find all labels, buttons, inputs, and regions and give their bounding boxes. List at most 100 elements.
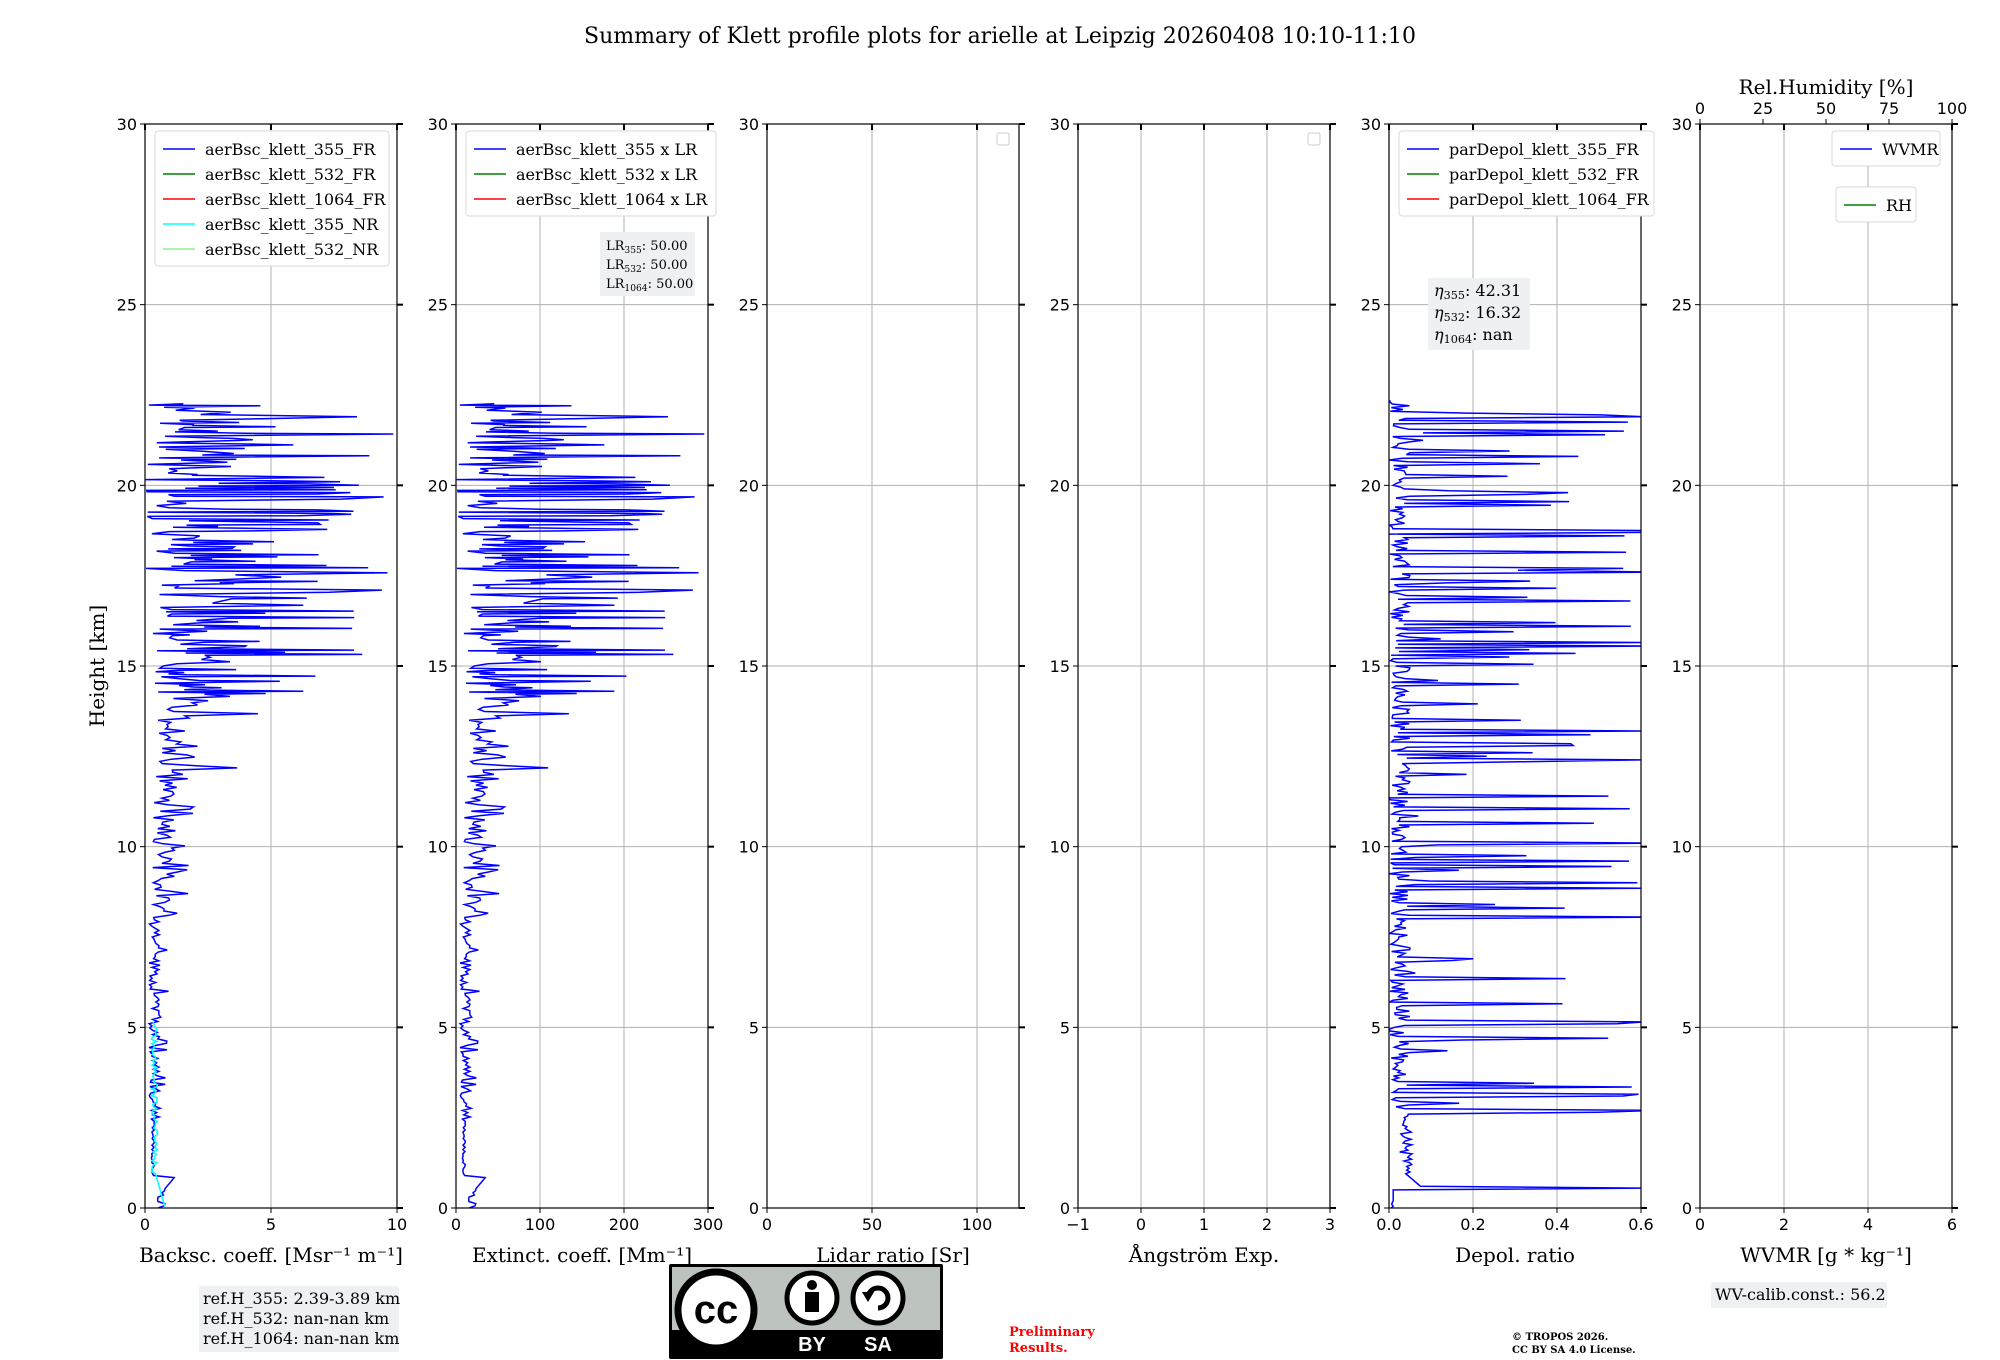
y-tick-label: 25 — [117, 296, 137, 315]
top-x-tick-label: 0 — [1695, 99, 1705, 118]
x-axis-label: Ångström Exp. — [1128, 1242, 1279, 1267]
x-tick-label: 0 — [140, 1215, 150, 1234]
annotation-line: LR355: 50.00 — [606, 239, 688, 256]
y-tick-label: 10 — [117, 838, 137, 857]
y-tick-label: 20 — [1672, 476, 1692, 495]
legend-entry: aerBsc_klett_532_NR — [205, 240, 379, 259]
x-tick-label: 0 — [451, 1215, 461, 1234]
legend-entry: aerBsc_klett_532_FR — [205, 165, 376, 184]
x-axis-label: Backsc. coeff. [Msr⁻¹ m⁻¹] — [139, 1243, 403, 1267]
y-tick-label: 30 — [739, 115, 759, 134]
y-tick-label: 0 — [749, 1199, 759, 1218]
y-tick-label: 10 — [1361, 838, 1381, 857]
top-x-tick-label: 100 — [1937, 99, 1968, 118]
note-line: WV-calib.const.: 56.2 — [1715, 1285, 1886, 1304]
y-tick-label: 25 — [428, 296, 448, 315]
series-aerBsc_klett_355 x LR — [456, 402, 705, 1208]
x-tick-label: 50 — [862, 1215, 882, 1234]
preliminary-line-2: Results. — [1009, 1341, 1068, 1356]
annotation-line: η355: 42.31 — [1434, 281, 1521, 302]
license-badge: cc BY SA — [669, 1264, 943, 1359]
legend-wvmr: WVMR — [1831, 130, 1941, 167]
y-tick-label: 15 — [739, 657, 759, 676]
y-tick-label: 0 — [438, 1199, 448, 1218]
y-tick-label: 25 — [739, 296, 759, 315]
note-line: ref.H_1064: nan-nan km — [203, 1329, 399, 1348]
x-axis-label: Extinct. coeff. [Mm⁻¹] — [472, 1243, 692, 1267]
panel-extinction: 0 100 200 300 0 5 10 15 20 25 30 Extinct. coeff. [M… — [428, 115, 724, 1267]
legend-entry: aerBsc_klett_355 x LR — [516, 140, 698, 159]
y-tick-label: 15 — [1050, 657, 1070, 676]
x-tick-label: 0.0 — [1376, 1215, 1401, 1234]
series-aerBsc_klett_355_NR — [149, 1021, 166, 1207]
x-tick-label: 200 — [609, 1215, 640, 1234]
x-tick-label: 2 — [1779, 1215, 1789, 1234]
y-tick-label: 5 — [1682, 1018, 1692, 1037]
copyright-line-2: CC BY SA 4.0 License. — [1512, 1345, 1636, 1356]
x-tick-label: 0 — [762, 1215, 772, 1234]
y-tick-label: 15 — [428, 657, 448, 676]
y-tick-label: 10 — [1050, 838, 1070, 857]
series-aerBsc_klett_355_FR — [145, 402, 394, 1208]
y-tick-label: 0 — [127, 1199, 137, 1218]
series-parDepol_klett_355_FR — [1389, 400, 1641, 1208]
x-tick-label: 4 — [1863, 1215, 1873, 1234]
y-tick-label: 10 — [1672, 838, 1692, 857]
x-tick-label: 10 — [387, 1215, 407, 1234]
y-tick-label: 30 — [428, 115, 448, 134]
legend-entry: RH — [1886, 196, 1912, 215]
y-tick-label: 5 — [1371, 1018, 1381, 1037]
x-tick-label: 0.6 — [1628, 1215, 1653, 1234]
x-tick-label: 0.4 — [1544, 1215, 1569, 1234]
legend-rh: RH — [1835, 186, 1917, 223]
note-line: ref.H_355: 2.39-3.89 km — [203, 1289, 400, 1308]
x-tick-label: 1 — [1199, 1215, 1209, 1234]
top-x-tick-label: 75 — [1879, 99, 1899, 118]
cc-circle-icon — [674, 1268, 758, 1352]
x-axis-label: Depol. ratio — [1455, 1243, 1575, 1267]
figure-title: Summary of Klett profile plots for ariel… — [584, 24, 1416, 49]
x-tick-label: 6 — [1947, 1215, 1957, 1234]
y-tick-label: 15 — [117, 657, 137, 676]
panel-wvmr: 0 2 4 6 0 5 10 15 20 25 30 WVMR [g * kg⁻¹] 0 25 50 75 10… — [1672, 75, 1968, 1308]
legend-entry: aerBsc_klett_355_FR — [205, 140, 376, 159]
cc-text: cc — [694, 1288, 739, 1332]
x-tick-label: 100 — [962, 1215, 993, 1234]
legend-entry: parDepol_klett_532_FR — [1449, 165, 1640, 184]
y-tick-label: 0 — [1371, 1199, 1381, 1218]
annotation-extinction: LR355: 50.00 LR532: 50.00 LR1064: 50.00 — [600, 232, 695, 296]
note-wvmr: WV-calib.const.: 56.2 — [1711, 1282, 1887, 1308]
y-tick-label: 20 — [739, 476, 759, 495]
panel-backscatter: 0 5 10 0 5 10 15 20 25 30 Backsc. coeff. [Msr⁻¹ m⁻… — [85, 115, 407, 1352]
legend-entry: parDepol_klett_355_FR — [1449, 140, 1640, 159]
y-tick-label: 30 — [117, 115, 137, 134]
y-tick-label: 30 — [1361, 115, 1381, 134]
y-tick-label: 5 — [127, 1018, 137, 1037]
empty-legend-box — [1307, 132, 1321, 146]
legend-entry: WVMR — [1882, 140, 1939, 159]
y-tick-label: 5 — [438, 1018, 448, 1037]
y-tick-label: 5 — [749, 1018, 759, 1037]
sa-label: SA — [864, 1334, 892, 1356]
y-axis-label: Height [km] — [85, 605, 109, 727]
x-tick-label: −1 — [1066, 1215, 1090, 1234]
y-tick-label: 20 — [1050, 476, 1070, 495]
annotation-line: LR532: 50.00 — [606, 258, 688, 275]
y-tick-label: 20 — [428, 476, 448, 495]
y-tick-label: 15 — [1361, 657, 1381, 676]
x-tick-label: 2 — [1262, 1215, 1272, 1234]
annotation-line: η1064: nan — [1434, 325, 1513, 346]
x-tick-label: 5 — [266, 1215, 276, 1234]
panel-lidarratio: 0 50 100 0 5 10 15 20 25 30 Lidar ratio [Sr] — [739, 115, 1025, 1267]
y-tick-label: 30 — [1050, 115, 1070, 134]
x-axis-label: Lidar ratio [Sr] — [816, 1243, 970, 1267]
y-tick-label: 20 — [117, 476, 137, 495]
preliminary-line-1: Preliminary — [1009, 1325, 1095, 1340]
x-tick-label: 0 — [1136, 1215, 1146, 1234]
annotation-line: η532: 16.32 — [1434, 303, 1521, 324]
y-tick-label: 10 — [428, 838, 448, 857]
legend-entry: parDepol_klett_1064_FR — [1449, 190, 1650, 209]
x-tick-label: 0 — [1695, 1215, 1705, 1234]
